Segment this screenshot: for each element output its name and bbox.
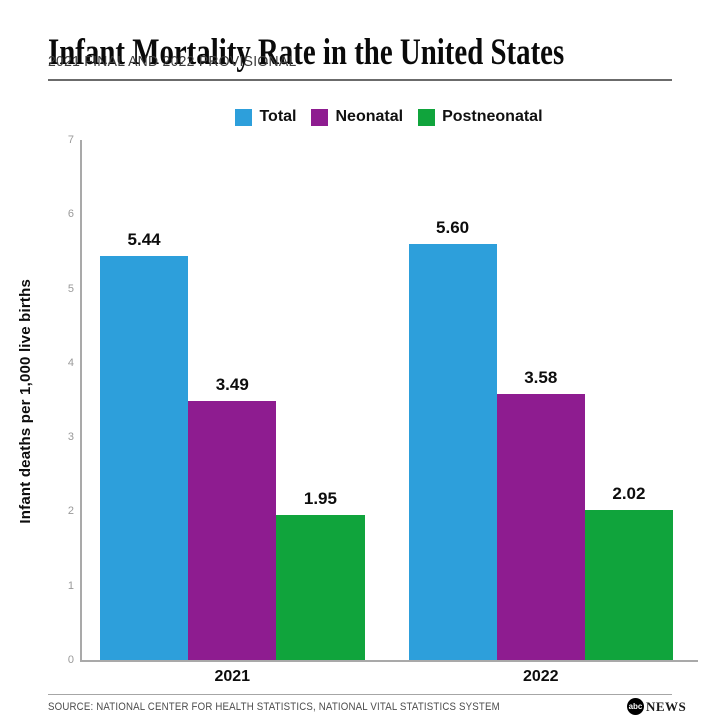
bar-column: 5.44 — [100, 140, 189, 660]
bar-total-2022 — [408, 244, 497, 660]
legend-label: Total — [259, 108, 297, 125]
bar-column: 1.95 — [276, 140, 365, 660]
chart-subtitle: 2021 FINAL AND 2022 PROVISIONAL — [48, 53, 297, 70]
abc-news-wordmark: NEWS — [646, 698, 687, 714]
bar-group-2021: 5.44 3.49 1.95 2021 — [100, 140, 365, 685]
y-tick-label: 5 — [67, 282, 74, 295]
chart-title: Infant Mortality Rate in the United Stat… — [48, 31, 565, 73]
abc-logo-circle-icon: abc — [627, 698, 644, 715]
x-category-label: 2021 — [214, 668, 251, 685]
legend-swatch-neonatal-icon — [311, 108, 329, 126]
bar-column: 3.58 — [496, 140, 585, 660]
legend-label: Neonatal — [335, 108, 404, 125]
y-tick-label: 6 — [67, 208, 74, 221]
bar-postneonatal-2022 — [584, 509, 674, 660]
bar-column: 3.49 — [188, 140, 277, 660]
bar-value-label: 5.60 — [436, 218, 470, 237]
abc-news-logo: abc NEWS — [627, 698, 686, 715]
bar-total-2021 — [100, 255, 189, 660]
bar-group-2022: 5.60 3.58 2.02 2022 — [408, 140, 674, 685]
bar-column: 5.60 — [408, 140, 497, 660]
bar-value-label: 1.95 — [303, 489, 337, 509]
bar-neonatal-2021 — [188, 400, 277, 660]
bar-value-label: 3.49 — [215, 374, 249, 394]
bar-neonatal-2022 — [496, 394, 585, 660]
legend-item-total: Total — [235, 108, 296, 126]
bar-groups: 5.44 3.49 1.95 2021 5.60 3.58 2.02 2022 — [82, 140, 698, 685]
y-tick-label: 4 — [67, 356, 74, 369]
bar-value-label: 2.02 — [612, 483, 646, 503]
y-tick-label: 7 — [67, 134, 74, 146]
plot-area: 5.44 3.49 1.95 2021 5.60 3.58 2.02 2022 0 1 2 3 4 5 6… — [68, 134, 698, 685]
y-tick-label: 0 — [67, 654, 74, 666]
legend-swatch-postneonatal-icon — [418, 108, 436, 126]
y-tick-label: 2 — [67, 505, 74, 518]
footer-divider — [48, 694, 672, 695]
x-category-label: 2022 — [522, 668, 559, 685]
source-text: SOURCE: NATIONAL CENTER FOR HEALTH STATI… — [48, 701, 500, 713]
legend-label: Postneonatal — [442, 108, 543, 125]
legend-item-neonatal: Neonatal — [311, 108, 403, 126]
bar-value-label: 5.44 — [127, 229, 161, 249]
y-axis-title-wrap: Infant deaths per 1,000 live births — [14, 140, 36, 662]
y-tick-label: 1 — [67, 579, 74, 592]
y-axis-title: Infant deaths per 1,000 live births — [16, 278, 34, 524]
bar-column: 2.02 — [584, 140, 674, 660]
bar-postneonatal-2021 — [276, 515, 365, 660]
legend-swatch-total-icon — [235, 108, 253, 126]
header-divider — [48, 79, 672, 81]
y-tick-label: 3 — [67, 431, 74, 444]
bar-value-label: 3.58 — [524, 368, 558, 388]
legend-item-postneonatal: Postneonatal — [418, 108, 543, 126]
legend: Total Neonatal Postneonatal — [80, 108, 698, 126]
